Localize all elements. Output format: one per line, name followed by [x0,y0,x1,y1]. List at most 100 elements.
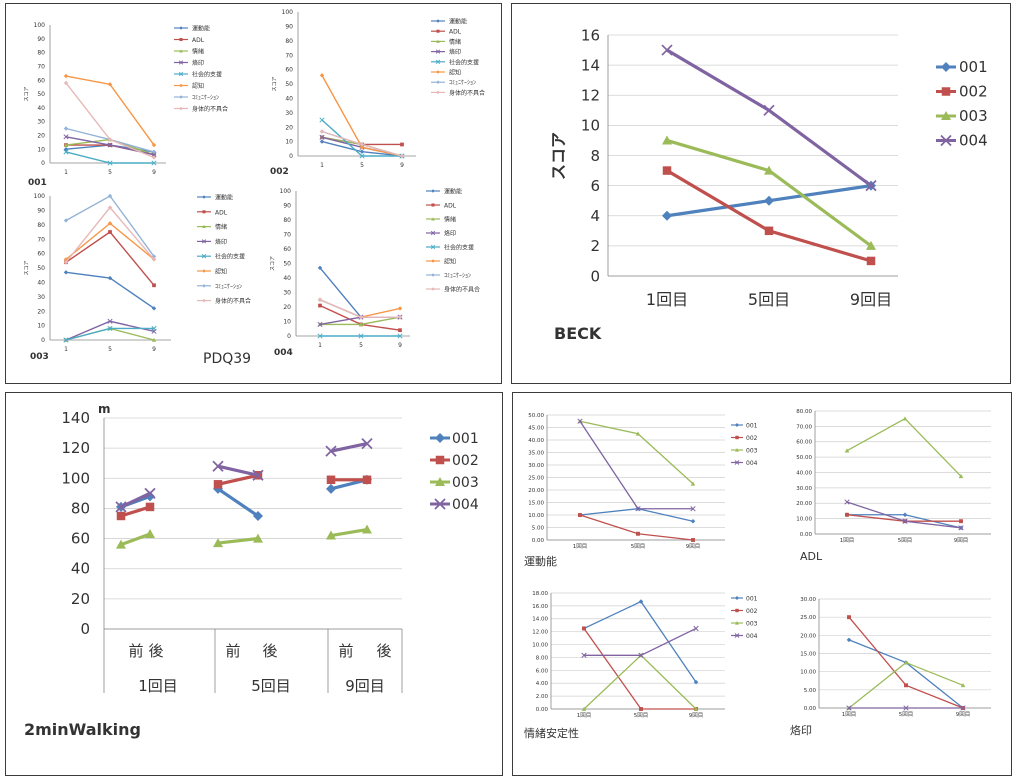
data-point [578,513,582,517]
data-point [397,306,403,311]
data-point [763,104,775,116]
series-line [330,442,368,453]
data-point [358,314,364,320]
data-point [398,328,402,333]
y-tick-label: 10 [283,319,291,326]
walking-panel: 0 20 40 60 80 100 120 140 前後 1回目前後 5回目前後 9回目 m 2minWa… [5,392,503,776]
x-tick-label: 1 [318,342,322,349]
y-tick-label: 30 [37,119,45,126]
x-tick-label: 9回目 [954,537,969,544]
data-point [661,44,673,56]
data-point [690,481,696,486]
data-point [359,149,365,154]
series-line [330,527,368,538]
legend-label: 004 [959,132,988,150]
series-line [120,491,151,509]
y-tick-label: 60 [285,67,293,74]
y-tick-label: 30 [285,110,293,117]
data-point [63,337,69,343]
data-point [358,333,364,339]
legend-marker [201,239,207,244]
y-tick-label: 50 [37,265,45,272]
data-point [151,160,157,166]
data-point [960,682,966,688]
data-point [362,475,372,485]
y-tick-label: 2 [590,237,600,255]
data-point [662,166,672,175]
data-point [691,538,695,542]
legend-label: 001 [959,58,988,76]
chart-pdq-003: 0 10 20 30 40 50 60 70 80 90 100 1 5 9 [34,193,171,353]
x-tick-label: 1回目 [840,537,855,544]
data-point [400,142,404,147]
x-tick-label: 5回目 [634,712,649,719]
data-point [846,637,852,643]
subject-label: 002 [270,167,289,177]
data-point [764,226,774,236]
y-axis-label: スコア [24,260,30,275]
data-point [960,705,966,711]
panel-title: BECK [554,324,602,343]
data-point [326,475,336,485]
chart-pdq-001: 0 10 20 30 40 50 60 70 80 90 100 1 5 9 [34,22,166,176]
y-tick-label: 10 [581,117,600,135]
y-tick-label: 5.00 [804,688,817,694]
series-line [65,206,155,263]
x-subcategory-label: 後 [376,642,391,660]
data-point [107,137,113,142]
y-tick-label: 10 [37,146,45,153]
x-subcategory-label: 後 [148,642,163,660]
data-point [639,707,643,711]
data-point [145,502,155,512]
data-point [958,525,964,531]
legend-label: 身体的不具合 [192,105,228,113]
data-point [107,82,113,87]
y-tick-label: 40 [37,280,45,287]
y-tick-label: 40 [283,275,291,282]
x-tick-label: 9回目 [956,711,971,718]
data-point [319,117,325,123]
legend-marker [436,29,440,33]
legend-label: 情緒 [449,38,461,46]
legend-marker [202,298,206,303]
legend-marker [431,259,435,263]
legend-marker [179,83,183,88]
chart-beck: 0 2 4 6 8 10 12 14 16 1回目 5回目 9回目 [581,26,898,309]
data-point [845,512,849,517]
legend-marker [436,39,440,43]
y-tick-label: 0 [41,337,45,344]
y-tick-label: 12.00 [532,630,548,636]
data-point [212,460,224,472]
legend-marker [431,189,435,193]
legend-label: 001 [452,431,479,447]
legend-label: 002 [959,83,988,101]
x-tick-label: 9 [398,342,402,349]
x-tick-label: 9 [152,346,156,353]
legend-marker [179,49,183,53]
legend-marker [941,111,951,120]
legend-label: ｺﾐｭﾆｹｰｼｮﾝ [449,80,476,87]
y-tick-label: 70 [285,52,293,59]
y-tick-label: 25.00 [528,475,544,481]
data-point [636,531,640,536]
legend-label: 社会的支援 [444,244,474,252]
y-tick-label: 90 [285,24,293,31]
legend: 001 002 003 004 [731,596,758,640]
legend-label: 004 [746,633,758,640]
data-point [359,142,365,147]
y-tick-label: 10.00 [796,517,812,523]
domain-charts: 0.00 5.00 10.00 15.00 20.00 25.00 30.00 35.00 40… [524,409,991,740]
y-tick-label: 50 [285,81,293,88]
subject-label: 001 [28,178,47,188]
legend-marker [202,210,206,214]
data-point [144,487,156,499]
series-line [846,417,962,477]
legend-marker [431,273,435,277]
x-subcategory-label: 後 [262,642,277,660]
pdq39-panel: 0 10 20 30 40 50 60 70 80 90 100 1 5 9 スコア 運動能 ADL 情緒 烙印 社会… [5,3,502,384]
y-axis-label: スコア [549,132,568,180]
legend-label: 認知 [444,258,456,266]
legend-marker [431,287,435,291]
